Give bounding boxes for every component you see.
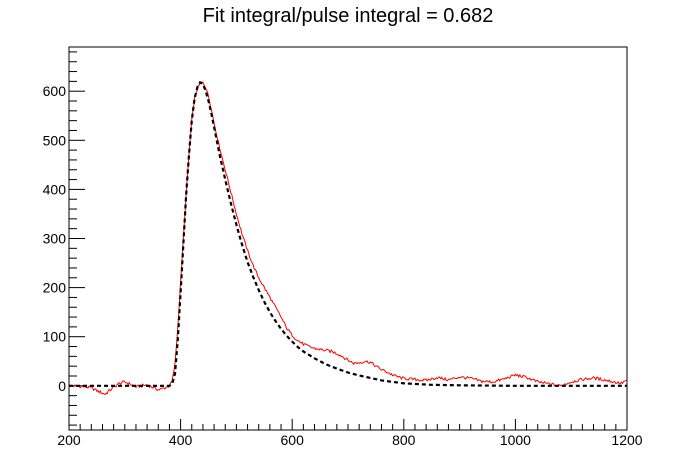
y-tick-label: 0 bbox=[58, 378, 66, 394]
y-tick-label: 600 bbox=[43, 83, 67, 99]
x-tick-label: 600 bbox=[281, 432, 305, 448]
y-tick-label: 500 bbox=[43, 132, 67, 148]
x-tick-label: 800 bbox=[392, 432, 416, 448]
y-tick-label: 100 bbox=[43, 329, 67, 345]
series-pulse bbox=[69, 82, 627, 394]
y-tick-label: 200 bbox=[43, 280, 67, 296]
series-line-fit bbox=[69, 82, 627, 385]
chart-title: Fit integral/pulse integral = 0.682 bbox=[203, 5, 494, 27]
x-tick-label: 200 bbox=[57, 432, 81, 448]
x-tick-label: 1000 bbox=[500, 432, 531, 448]
y-tick-label: 300 bbox=[43, 231, 67, 247]
series-fit bbox=[69, 82, 627, 385]
series-group bbox=[69, 82, 627, 394]
y-tick-label: 400 bbox=[43, 181, 67, 197]
y-axis: 0 100 200 300 400 500 600 bbox=[43, 52, 85, 425]
x-tick-label: 400 bbox=[169, 432, 193, 448]
series-line-pulse bbox=[69, 82, 627, 394]
x-tick-label: 1200 bbox=[611, 432, 642, 448]
x-axis: 200 400 600 800 1000 1200 bbox=[57, 419, 642, 448]
